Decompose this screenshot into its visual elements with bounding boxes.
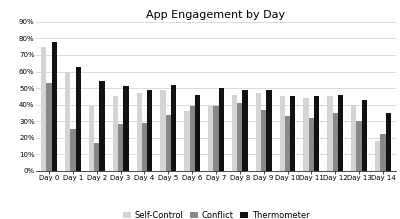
Bar [256, 93, 261, 171]
Bar [327, 96, 332, 171]
Bar [160, 90, 166, 171]
Bar [290, 96, 295, 171]
Bar [70, 129, 76, 171]
Bar [137, 93, 142, 171]
Bar [285, 116, 290, 171]
Bar [266, 90, 272, 171]
Bar [242, 90, 248, 171]
Bar [213, 106, 219, 171]
Bar [65, 72, 70, 171]
Bar [123, 87, 128, 171]
Bar [113, 96, 118, 171]
Bar [356, 121, 362, 171]
Bar [314, 96, 319, 171]
Bar [280, 96, 285, 171]
Legend: Self-Control, Conflict, Thermometer: Self-Control, Conflict, Thermometer [119, 208, 313, 219]
Bar [190, 106, 195, 171]
Bar [219, 88, 224, 171]
Bar [46, 83, 52, 171]
Bar [351, 105, 356, 171]
Bar [89, 106, 94, 171]
Bar [237, 103, 242, 171]
Bar [118, 124, 123, 171]
Bar [195, 95, 200, 171]
Bar [375, 141, 380, 171]
Bar [94, 143, 100, 171]
Bar [147, 90, 152, 171]
Bar [261, 110, 266, 171]
Bar [52, 42, 57, 171]
Bar [76, 67, 81, 171]
Bar [380, 134, 386, 171]
Bar [386, 113, 391, 171]
Bar [100, 81, 105, 171]
Bar [41, 47, 46, 171]
Bar [166, 115, 171, 171]
Bar [142, 123, 147, 171]
Bar [208, 106, 213, 171]
Bar [338, 95, 343, 171]
Bar [309, 118, 314, 171]
Bar [332, 113, 338, 171]
Bar [184, 111, 190, 171]
Bar [232, 95, 237, 171]
Title: App Engagement by Day: App Engagement by Day [146, 10, 286, 20]
Bar [171, 85, 176, 171]
Bar [362, 100, 367, 171]
Bar [304, 98, 309, 171]
